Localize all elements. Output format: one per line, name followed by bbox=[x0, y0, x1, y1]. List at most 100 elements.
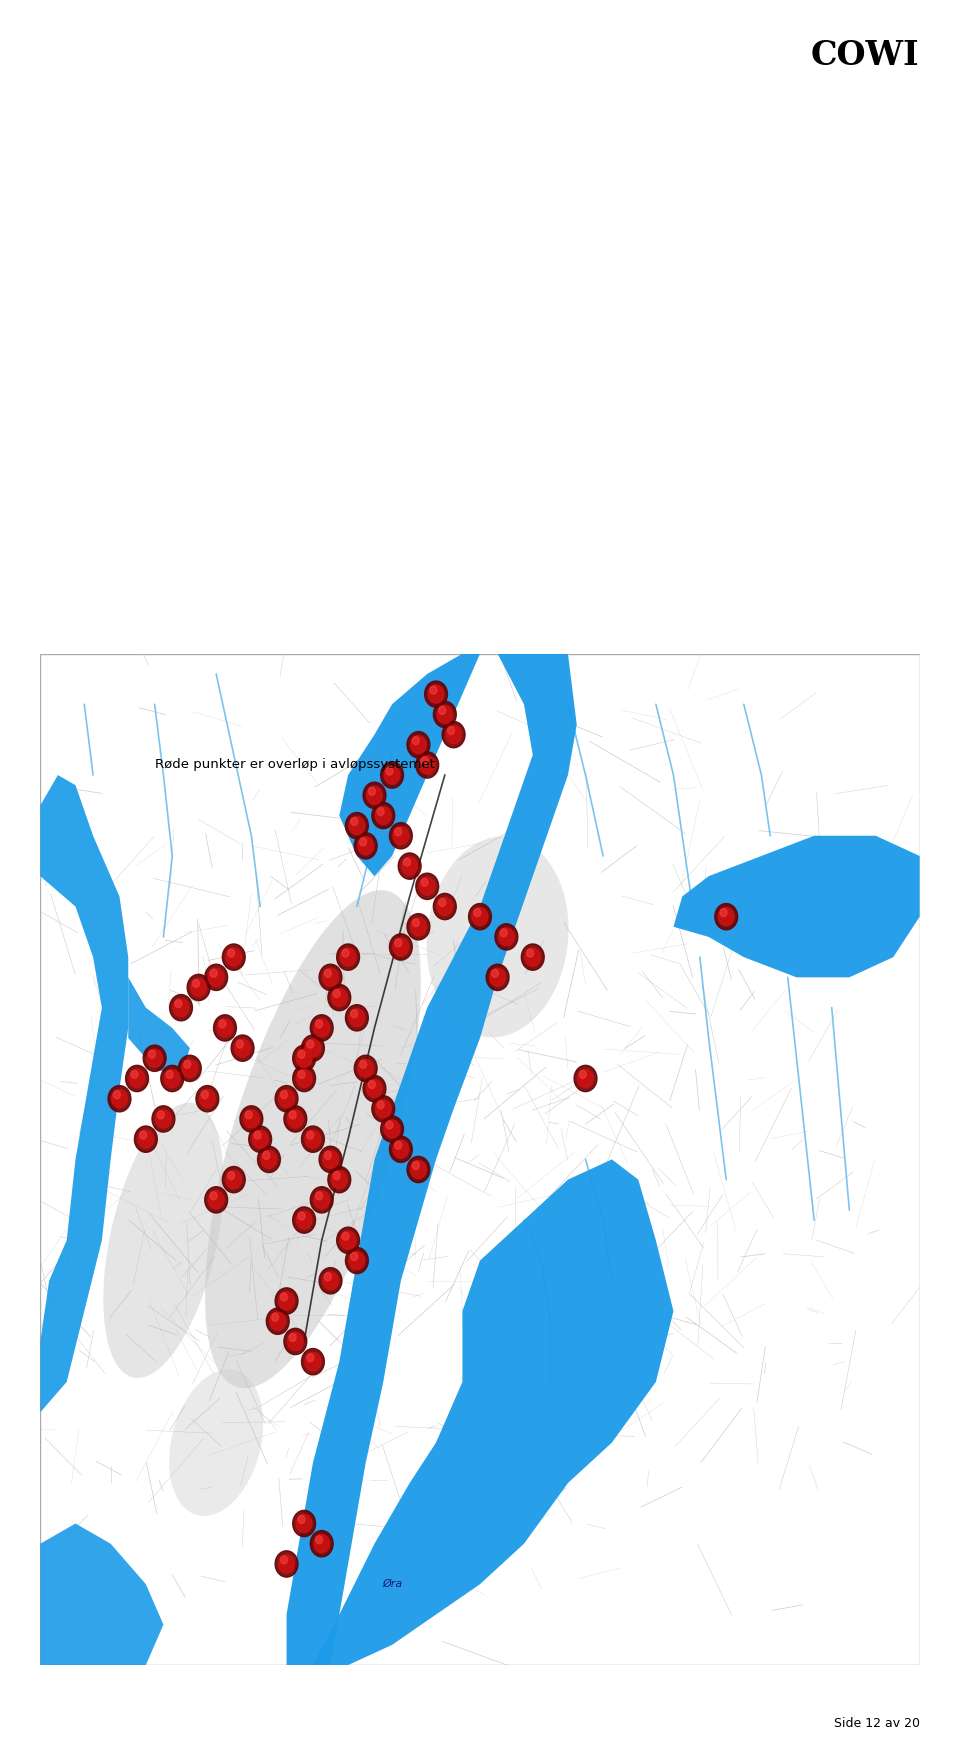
Circle shape bbox=[245, 1110, 252, 1119]
Circle shape bbox=[160, 1066, 183, 1092]
Circle shape bbox=[490, 969, 506, 987]
Circle shape bbox=[492, 969, 498, 978]
Circle shape bbox=[445, 726, 462, 744]
Circle shape bbox=[183, 1061, 191, 1068]
Text: Røde punkter er overløp i avløpssystemet: Røde punkter er overløp i avløpssystemet bbox=[155, 758, 435, 772]
Circle shape bbox=[261, 1151, 276, 1168]
Circle shape bbox=[416, 874, 439, 899]
Circle shape bbox=[377, 807, 384, 816]
Ellipse shape bbox=[205, 890, 420, 1388]
FancyBboxPatch shape bbox=[40, 654, 920, 1665]
Circle shape bbox=[134, 1126, 157, 1152]
Circle shape bbox=[375, 1099, 391, 1117]
Circle shape bbox=[208, 1191, 224, 1209]
Circle shape bbox=[380, 761, 403, 788]
Text: Side 12 av 20: Side 12 av 20 bbox=[833, 1718, 920, 1730]
Circle shape bbox=[231, 1034, 254, 1061]
Circle shape bbox=[433, 893, 456, 920]
Circle shape bbox=[210, 1191, 217, 1200]
Circle shape bbox=[289, 1110, 297, 1119]
Circle shape bbox=[720, 909, 727, 916]
Circle shape bbox=[166, 1070, 173, 1078]
Circle shape bbox=[421, 877, 428, 886]
Circle shape bbox=[324, 969, 331, 978]
Circle shape bbox=[270, 1313, 286, 1330]
Circle shape bbox=[316, 1536, 323, 1544]
Circle shape bbox=[328, 1166, 350, 1193]
Circle shape bbox=[346, 812, 369, 839]
Circle shape bbox=[354, 833, 377, 860]
Circle shape bbox=[111, 1089, 128, 1108]
Text: Fellessystemet er den primære årsaken til utslipp av avløpsvann til resipientene: Fellessystemet er den primære årsaken ti… bbox=[40, 1108, 738, 1126]
Circle shape bbox=[293, 1066, 316, 1092]
Text: Det foreligger ikke data som gjør det mulig å utarbeide en forfallskurve for fel: Det foreligger ikke data som gjør det mu… bbox=[40, 906, 706, 923]
Circle shape bbox=[412, 737, 420, 745]
Circle shape bbox=[350, 1253, 358, 1260]
Circle shape bbox=[367, 1080, 382, 1098]
Circle shape bbox=[307, 1131, 314, 1140]
Circle shape bbox=[276, 1288, 298, 1314]
Circle shape bbox=[157, 1110, 164, 1119]
Circle shape bbox=[372, 802, 395, 828]
Circle shape bbox=[228, 950, 234, 957]
Circle shape bbox=[342, 950, 349, 957]
Circle shape bbox=[360, 837, 367, 846]
Circle shape bbox=[386, 766, 393, 775]
Circle shape bbox=[226, 948, 242, 966]
Circle shape bbox=[278, 1292, 295, 1311]
Circle shape bbox=[272, 1313, 278, 1322]
Text: Fellessystemet består i hovedsak av betongledninger lagt fra 1945 til 1975. Kurv: Fellessystemet består i hovedsak av beto… bbox=[40, 930, 678, 948]
Circle shape bbox=[324, 1151, 331, 1159]
Text: a.	Sanering/separering av eksisterende ledningsnett: a. Sanering/separering av eksisterende l… bbox=[88, 763, 478, 777]
Circle shape bbox=[263, 1151, 270, 1159]
Polygon shape bbox=[40, 775, 129, 1413]
Circle shape bbox=[398, 853, 421, 879]
Circle shape bbox=[416, 752, 439, 779]
Circle shape bbox=[314, 1191, 329, 1209]
Text: transport og rensning blir da høye.: transport og rensning blir da høye. bbox=[40, 1159, 296, 1173]
Ellipse shape bbox=[169, 1369, 263, 1515]
Circle shape bbox=[210, 969, 217, 978]
Circle shape bbox=[403, 858, 411, 867]
Ellipse shape bbox=[104, 1103, 224, 1378]
Text: COWI: COWI bbox=[811, 39, 920, 72]
Circle shape bbox=[472, 907, 488, 925]
Polygon shape bbox=[674, 835, 920, 978]
Circle shape bbox=[280, 1091, 287, 1099]
Circle shape bbox=[390, 823, 412, 849]
Circle shape bbox=[715, 904, 737, 930]
Circle shape bbox=[340, 1232, 356, 1249]
Circle shape bbox=[412, 918, 420, 927]
Circle shape bbox=[240, 1107, 263, 1133]
Text: Tiltak: Tiltak bbox=[40, 692, 107, 712]
Circle shape bbox=[108, 1085, 131, 1112]
Circle shape bbox=[200, 1089, 215, 1108]
Circle shape bbox=[328, 985, 350, 1011]
Circle shape bbox=[411, 918, 426, 936]
Circle shape bbox=[395, 828, 401, 835]
Circle shape bbox=[439, 899, 445, 907]
Circle shape bbox=[369, 788, 375, 795]
Circle shape bbox=[346, 1247, 369, 1274]
Circle shape bbox=[337, 944, 360, 971]
Circle shape bbox=[293, 1207, 316, 1233]
Circle shape bbox=[574, 1066, 597, 1092]
Circle shape bbox=[437, 897, 453, 916]
Circle shape bbox=[428, 685, 444, 703]
Circle shape bbox=[293, 1510, 316, 1536]
Circle shape bbox=[350, 1010, 358, 1018]
Circle shape bbox=[331, 988, 348, 1006]
Circle shape bbox=[495, 923, 517, 950]
Circle shape bbox=[525, 948, 540, 966]
Circle shape bbox=[358, 837, 373, 855]
Circle shape bbox=[297, 1210, 312, 1230]
Circle shape bbox=[319, 964, 342, 990]
Circle shape bbox=[266, 1307, 289, 1334]
Circle shape bbox=[131, 1070, 138, 1078]
Circle shape bbox=[196, 1085, 219, 1112]
Polygon shape bbox=[339, 654, 480, 876]
Circle shape bbox=[152, 1107, 175, 1133]
Circle shape bbox=[349, 1251, 365, 1270]
Circle shape bbox=[280, 1293, 287, 1300]
Circle shape bbox=[369, 1080, 375, 1089]
